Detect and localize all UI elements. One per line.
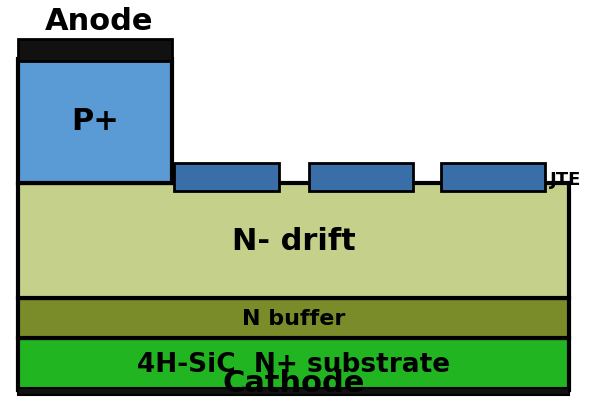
Bar [18, 60, 172, 183]
Text: JTE: JTE [550, 170, 581, 188]
Text: P+: P+ [71, 107, 119, 136]
Text: Cathode: Cathode [223, 368, 365, 397]
Bar [18, 298, 570, 338]
Bar [309, 163, 413, 191]
Bar [18, 40, 172, 62]
Bar [18, 183, 570, 298]
Bar [18, 338, 570, 391]
Text: Anode: Anode [45, 8, 154, 36]
Text: N buffer: N buffer [242, 308, 345, 328]
Bar [18, 389, 570, 395]
Text: N- drift: N- drift [232, 226, 356, 255]
Bar [441, 163, 545, 191]
Text: 4H-SiC  N+ substrate: 4H-SiC N+ substrate [137, 352, 450, 377]
Bar [174, 163, 279, 191]
